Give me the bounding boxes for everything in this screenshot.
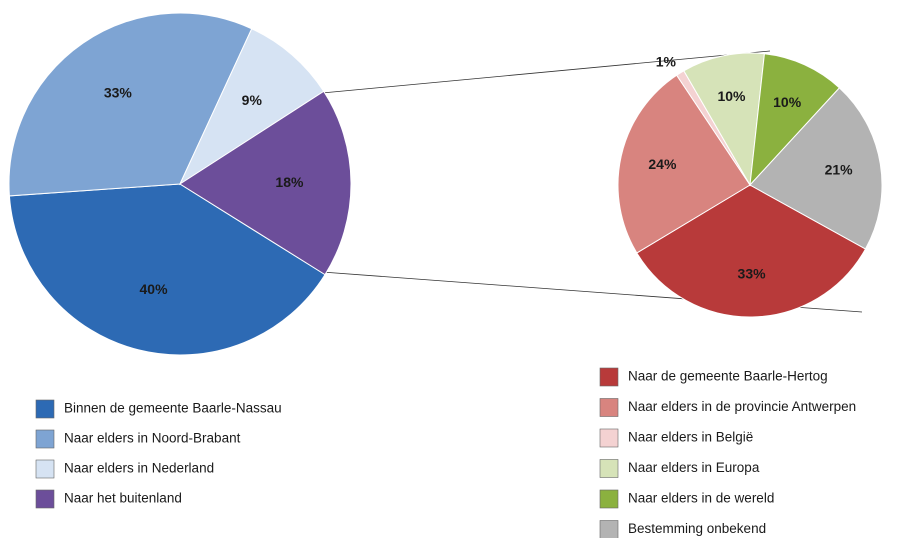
legend-label: Naar elders in Nederland bbox=[64, 461, 214, 476]
connector-line bbox=[321, 50, 771, 94]
legend-label: Bestemming onbekend bbox=[628, 521, 766, 536]
legend-swatch bbox=[35, 429, 55, 449]
data-label: 9% bbox=[242, 92, 263, 108]
pie-slice bbox=[179, 90, 352, 276]
pie-slice bbox=[178, 28, 325, 186]
legend-swatch bbox=[599, 459, 619, 478]
legend-label: Naar elders in de wereld bbox=[628, 491, 774, 506]
data-label: 21% bbox=[825, 161, 854, 177]
data-label: 40% bbox=[140, 281, 169, 297]
legend-swatch bbox=[599, 398, 619, 417]
legend-label: Naar elders in de provincie Antwerpen bbox=[628, 399, 856, 414]
legend-swatch bbox=[599, 367, 619, 387]
legend-label: Naar de gemeente Baarle-Hertog bbox=[628, 369, 828, 384]
legend-swatch bbox=[599, 489, 619, 509]
pie-slice bbox=[8, 183, 326, 356]
legend-swatch bbox=[599, 520, 619, 538]
legend-label: Binnen de gemeente Baarle-Nassau bbox=[64, 401, 282, 416]
legend-swatch bbox=[599, 428, 619, 448]
pie-slice bbox=[617, 74, 751, 254]
data-label: 1% bbox=[656, 53, 677, 69]
legend-label: Naar elders in Noord-Brabant bbox=[64, 431, 241, 446]
pie-slice bbox=[636, 184, 867, 318]
pie-slice bbox=[8, 12, 253, 197]
legend-swatch bbox=[35, 399, 55, 419]
pie-slice bbox=[749, 87, 883, 250]
legend-swatch bbox=[35, 489, 55, 509]
pie-slice bbox=[749, 53, 841, 187]
legend-label: Naar elders in Europa bbox=[628, 460, 760, 475]
pie-slice bbox=[683, 52, 765, 187]
legend-label: Naar elders in België bbox=[628, 430, 753, 445]
data-label: 24% bbox=[648, 156, 677, 172]
data-label: 18% bbox=[275, 174, 304, 190]
data-label: 33% bbox=[738, 265, 767, 281]
data-label: 10% bbox=[717, 88, 746, 104]
data-label: 33% bbox=[104, 85, 133, 101]
legend-label: Naar het buitenland bbox=[64, 491, 182, 506]
data-label: 10% bbox=[773, 94, 802, 110]
legend-swatch bbox=[35, 459, 55, 479]
